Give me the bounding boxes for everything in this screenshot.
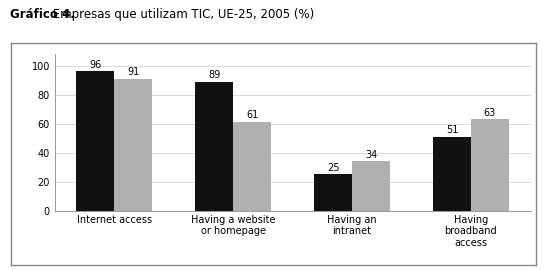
Bar: [195, 82, 233, 211]
Text: 34: 34: [365, 150, 377, 160]
Text: 61: 61: [246, 110, 258, 120]
Bar: [233, 122, 271, 211]
Bar: [471, 119, 509, 211]
Bar: [77, 71, 114, 211]
Text: Empresas que utilizam TIC, UE-25, 2005 (%): Empresas que utilizam TIC, UE-25, 2005 (…: [49, 8, 315, 21]
Bar: [314, 174, 352, 211]
Text: 51: 51: [446, 125, 458, 135]
Text: Gráfico 4.: Gráfico 4.: [10, 8, 75, 21]
Text: 96: 96: [89, 60, 102, 70]
Text: 89: 89: [208, 70, 220, 80]
Bar: [114, 79, 153, 211]
Text: 91: 91: [127, 67, 139, 77]
Text: 25: 25: [327, 163, 339, 173]
Text: 63: 63: [484, 107, 496, 117]
Bar: [433, 137, 471, 211]
Bar: [352, 161, 390, 211]
